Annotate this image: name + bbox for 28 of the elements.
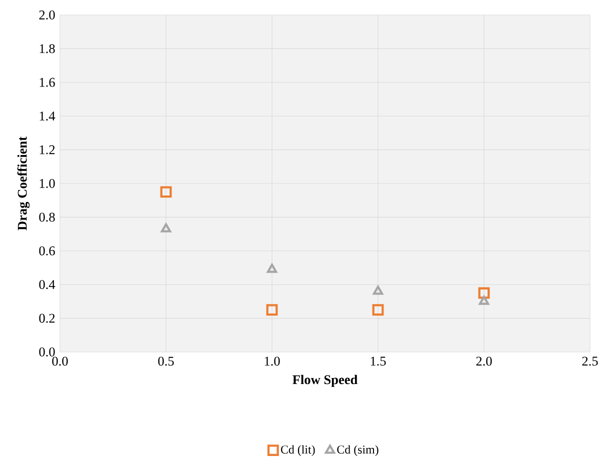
y-tick-label: 2.0 bbox=[39, 10, 55, 20]
y-tick-label: 1.4 bbox=[40, 112, 56, 121]
point bbox=[266, 264, 278, 273]
y-tick-label: 0.2 bbox=[39, 314, 55, 323]
x-tick-label: 2.5 bbox=[582, 356, 598, 366]
legend-label: Cd (lit) bbox=[280, 445, 315, 456]
legend-label: Cd (sim) bbox=[337, 445, 378, 456]
y-axis-title: Drag Coefficient bbox=[17, 136, 30, 230]
point bbox=[160, 223, 172, 232]
x-tick-label: 0.5 bbox=[158, 356, 174, 366]
y-tick-label: 1.2 bbox=[40, 145, 55, 154]
x-tick-label: 0.0 bbox=[52, 356, 68, 366]
y-tick-label: 1.0 bbox=[40, 178, 55, 188]
x-axis-title: Flow Speed bbox=[292, 374, 358, 387]
y-tick-label: 1.8 bbox=[40, 44, 55, 54]
y-tick-label: 1.6 bbox=[40, 78, 55, 87]
y-tick-label: 0.6 bbox=[39, 246, 55, 256]
y-tick-label: 0.0 bbox=[39, 347, 55, 357]
y-tick-label: 0.4 bbox=[39, 280, 56, 290]
point bbox=[372, 286, 384, 295]
x-tick-label: 1.5 bbox=[370, 356, 386, 366]
point bbox=[478, 287, 490, 299]
x-tick-label: 1.0 bbox=[264, 356, 280, 366]
y-tick-label: 0.8 bbox=[39, 212, 55, 222]
point bbox=[266, 304, 278, 316]
point bbox=[478, 296, 490, 305]
point bbox=[372, 304, 384, 316]
x-tick-label: 2.0 bbox=[476, 356, 492, 366]
